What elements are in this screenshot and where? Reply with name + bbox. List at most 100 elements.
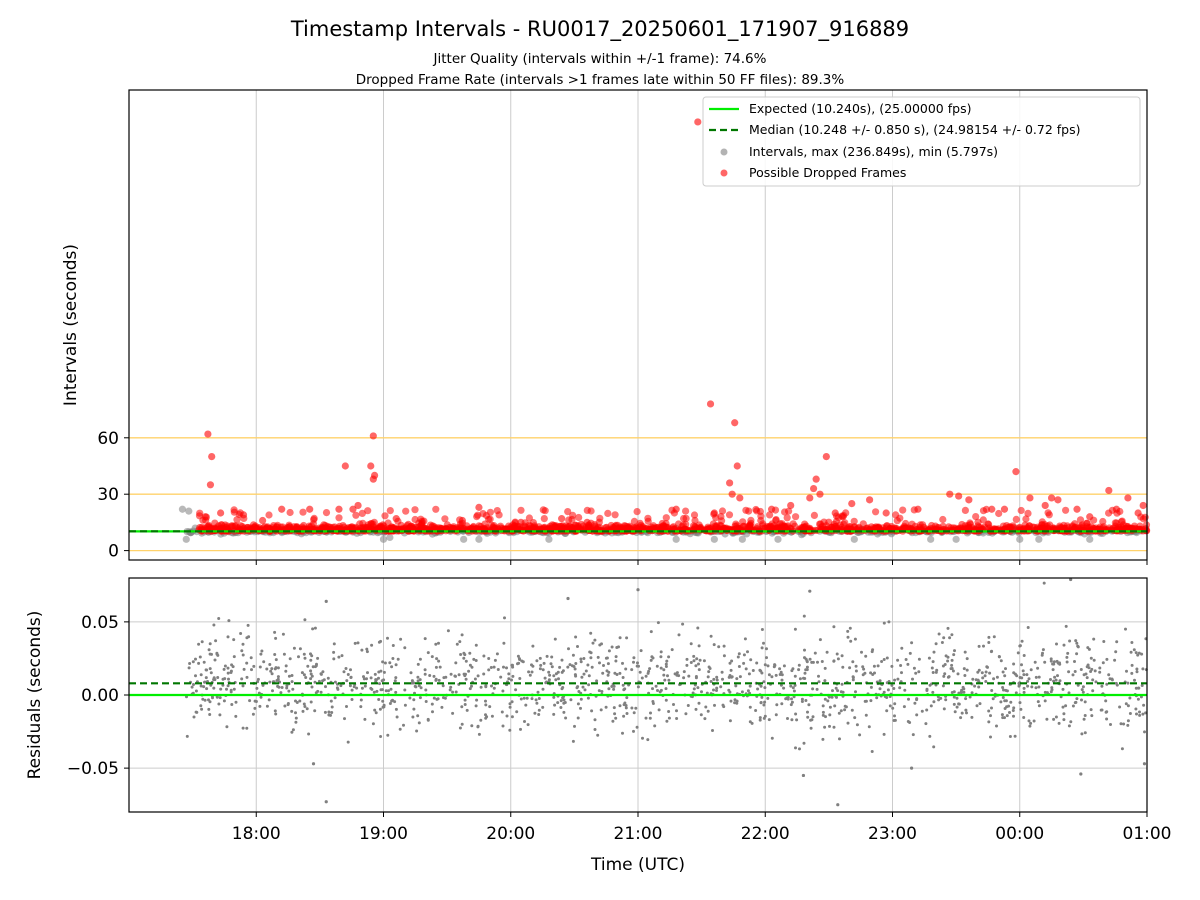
residual-point bbox=[960, 711, 964, 715]
residual-point bbox=[380, 679, 384, 683]
residual-point bbox=[646, 738, 650, 742]
residual-point bbox=[324, 599, 328, 604]
residual-point bbox=[907, 697, 910, 701]
residual-point bbox=[586, 663, 590, 667]
dropped-frame-point bbox=[227, 523, 235, 531]
residual-point bbox=[1098, 670, 1102, 674]
residual-point bbox=[590, 665, 594, 669]
residual-point bbox=[222, 667, 226, 671]
residual-point bbox=[212, 676, 216, 680]
residual-point bbox=[748, 705, 752, 709]
dropped-frame-point bbox=[636, 523, 644, 531]
residual-point bbox=[258, 665, 262, 669]
residual-point bbox=[1079, 772, 1083, 776]
dropped-frame-point bbox=[1024, 509, 1032, 517]
residual-point bbox=[313, 680, 317, 684]
residual-point bbox=[303, 705, 307, 708]
residual-point bbox=[576, 702, 580, 706]
residual-point bbox=[530, 670, 534, 674]
residual-point bbox=[297, 655, 300, 659]
residual-point bbox=[595, 679, 599, 683]
residual-point bbox=[571, 739, 575, 743]
residual-point bbox=[535, 659, 539, 663]
dropped-frame-point bbox=[892, 511, 900, 519]
residual-point bbox=[541, 668, 545, 672]
residual-point bbox=[975, 704, 979, 708]
dropped-frame-point bbox=[752, 505, 760, 514]
residual-point bbox=[694, 664, 698, 668]
dropped-frame-point bbox=[859, 520, 867, 528]
dropped-frame-point bbox=[1041, 501, 1049, 510]
residual-point bbox=[823, 666, 827, 670]
residual-point bbox=[871, 648, 875, 652]
residual-point bbox=[201, 697, 205, 701]
residual-point bbox=[825, 650, 829, 654]
dropped-frame-point bbox=[961, 506, 970, 514]
residual-point bbox=[563, 701, 567, 704]
residual-point bbox=[531, 644, 535, 648]
residual-point bbox=[651, 702, 655, 705]
residual-point bbox=[459, 653, 463, 656]
dropped-frame-point bbox=[658, 519, 666, 528]
residual-point bbox=[705, 691, 709, 695]
residual-point bbox=[848, 666, 852, 670]
residual-point bbox=[630, 706, 634, 710]
residual-point bbox=[1109, 723, 1112, 726]
residual-point bbox=[216, 676, 220, 679]
dropped-frame-point bbox=[441, 515, 449, 523]
residual-point bbox=[245, 675, 249, 679]
residual-point bbox=[824, 715, 827, 719]
residual-point bbox=[593, 638, 597, 642]
dropped-frame-point bbox=[746, 524, 754, 532]
residual-point bbox=[999, 700, 1003, 704]
residual-point bbox=[218, 713, 222, 717]
residual-point bbox=[241, 684, 245, 688]
residual-point bbox=[313, 626, 317, 630]
residual-point bbox=[995, 724, 998, 728]
residual-point bbox=[378, 682, 381, 686]
residual-point bbox=[564, 716, 568, 720]
residual-point bbox=[468, 687, 472, 691]
residuals-panel: −0.05 0.00 0.05 18:00 19:00 20:00 21:00 22:00 2… bbox=[25, 577, 1172, 844]
residual-point bbox=[664, 665, 668, 668]
residual-point bbox=[765, 647, 768, 651]
residual-point bbox=[575, 686, 579, 690]
dropped-frame-point bbox=[322, 524, 330, 532]
residual-point bbox=[992, 677, 996, 681]
residual-point bbox=[989, 714, 992, 718]
interval-point bbox=[182, 535, 190, 543]
residual-point bbox=[850, 708, 854, 712]
residual-point bbox=[858, 733, 862, 737]
residual-point bbox=[853, 716, 857, 720]
residual-point bbox=[893, 718, 897, 722]
residual-point bbox=[837, 711, 841, 715]
residual-point bbox=[250, 668, 253, 672]
residual-point bbox=[803, 677, 807, 680]
residual-point bbox=[381, 660, 385, 664]
dropped-frame-point bbox=[322, 508, 331, 517]
residual-point bbox=[1029, 721, 1033, 725]
dropped-frame-point bbox=[511, 519, 519, 527]
residual-point bbox=[651, 687, 654, 691]
residual-point bbox=[862, 667, 866, 671]
residual-point bbox=[1022, 690, 1026, 694]
residual-point bbox=[942, 636, 946, 640]
residual-point bbox=[801, 773, 806, 778]
residual-point bbox=[477, 732, 481, 736]
residual-point bbox=[870, 750, 874, 753]
dropped-frame-point bbox=[206, 481, 215, 489]
residual-point bbox=[502, 665, 505, 669]
residual-point bbox=[749, 658, 753, 662]
intervals-y-tick-label: 0 bbox=[108, 542, 119, 562]
residual-point bbox=[586, 696, 590, 700]
residual-point bbox=[715, 686, 719, 690]
residual-point bbox=[232, 655, 236, 659]
residual-point bbox=[1029, 668, 1033, 672]
residual-point bbox=[649, 630, 653, 634]
residual-point bbox=[1037, 675, 1041, 679]
residual-point bbox=[416, 662, 420, 666]
residual-point bbox=[584, 669, 588, 673]
residual-point bbox=[1001, 686, 1005, 689]
residuals-x-ticks: 18:00 19:00 20:00 21:00 22:00 23:00 00:00 01:00 bbox=[232, 812, 1172, 844]
residual-point bbox=[438, 665, 442, 669]
